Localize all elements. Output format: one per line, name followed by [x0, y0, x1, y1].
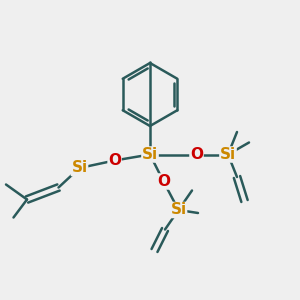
Text: Si: Si — [142, 147, 158, 162]
Text: Si: Si — [71, 160, 88, 175]
Text: O: O — [157, 174, 170, 189]
Text: Si: Si — [170, 202, 187, 217]
Text: Si: Si — [220, 147, 236, 162]
Text: O: O — [108, 153, 121, 168]
Text: O: O — [190, 147, 203, 162]
